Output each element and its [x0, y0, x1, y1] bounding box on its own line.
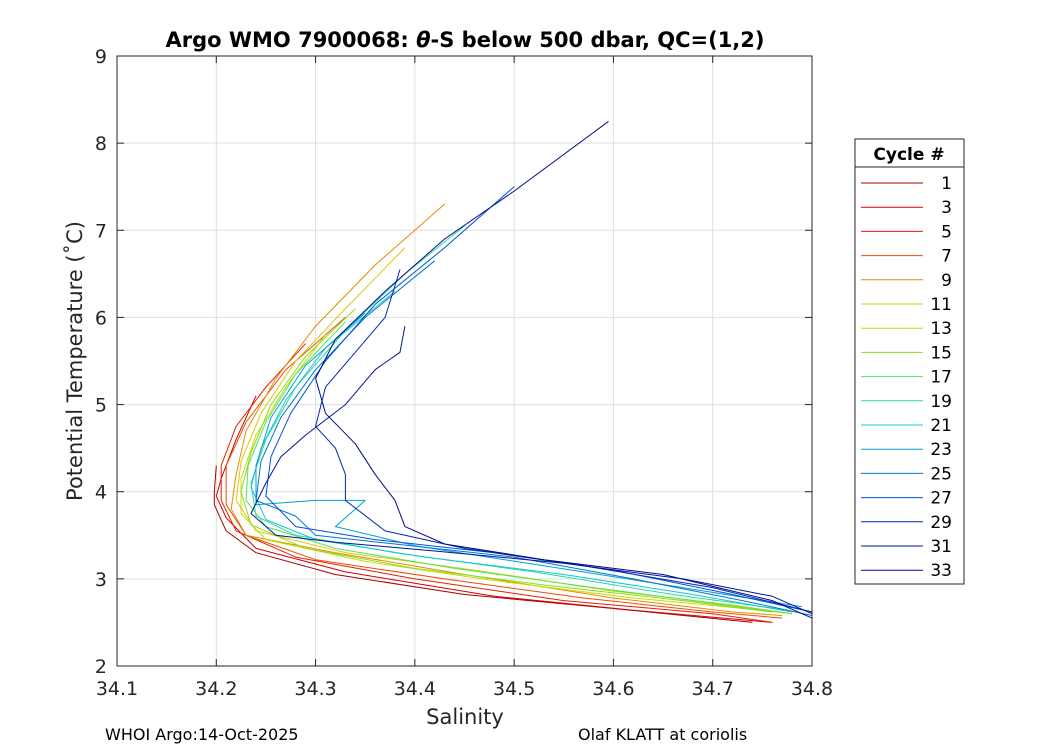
legend-label-cycle-15: 15: [930, 343, 952, 363]
x-tick-label: 34.6: [592, 678, 634, 700]
legend-label-cycle-21: 21: [930, 416, 952, 436]
y-tick-label: 3: [95, 569, 107, 591]
y-tick-label: 7: [95, 220, 107, 242]
legend-label-cycle-11: 11: [930, 295, 952, 315]
legend-label-cycle-31: 31: [930, 537, 952, 557]
series-layer: [213, 120, 813, 623]
series-line-cycle-31: [250, 326, 813, 615]
legend-label-cycle-33: 33: [930, 561, 952, 581]
legend-label-cycle-7: 7: [941, 247, 952, 267]
legend-label-cycle-13: 13: [930, 319, 952, 339]
legend-label-cycle-3: 3: [941, 198, 952, 218]
plot-area: [117, 56, 812, 666]
chart-title: Argo WMO 7900068: θ-S below 500 dbar, QC…: [165, 28, 764, 52]
x-tick-label: 34.3: [294, 678, 336, 700]
legend-label-cycle-9: 9: [941, 271, 952, 291]
series-line-cycle-25: [255, 260, 813, 616]
series-line-cycle-15: [240, 308, 773, 613]
tick-labels: 34.1 34.2 34.3 34.4 34.5 34.6 34.7 34.8 2 3 4 5 6 7 8 9: [95, 46, 833, 700]
x-axis-label: Salinity: [426, 705, 504, 729]
legend-label-cycle-1: 1: [941, 174, 952, 194]
series-line-cycle-11: [235, 247, 793, 615]
series-line-cycle-5: [220, 343, 773, 623]
series-line-cycle-1: [213, 465, 753, 623]
x-tick-label: 34.5: [493, 678, 535, 700]
x-tick-label: 34.7: [692, 678, 734, 700]
legend-label-cycle-29: 29: [930, 513, 952, 533]
x-tick-label: 34.4: [394, 678, 436, 700]
series-line-cycle-33: [315, 120, 813, 619]
legend-label-cycle-17: 17: [930, 368, 952, 388]
x-tick-label: 34.1: [96, 678, 138, 700]
y-tick-label: 6: [95, 307, 107, 329]
x-tick-label: 34.2: [195, 678, 237, 700]
x-tick-label: 34.8: [791, 678, 833, 700]
legend-box: [854, 138, 965, 585]
y-axis-label: Potential Temperature (˚C): [63, 221, 87, 501]
legend-title: Cycle #: [873, 145, 944, 165]
series-line-cycle-19: [250, 225, 783, 610]
legend-label-cycle-25: 25: [930, 464, 952, 484]
legend-label-cycle-19: 19: [930, 392, 952, 412]
y-tick-label: 9: [95, 46, 107, 68]
legend-label-cycle-5: 5: [941, 222, 952, 242]
y-tick-label: 2: [95, 656, 107, 678]
legend-label-cycle-27: 27: [930, 489, 952, 509]
series-line-cycle-23: [255, 312, 803, 608]
y-tick-label: 4: [95, 482, 107, 504]
series-line-cycle-21: [250, 290, 793, 613]
footer-credit: Olaf KLATT at coriolis: [578, 725, 748, 744]
y-tick-label: 8: [95, 133, 107, 155]
legend-label-cycle-23: 23: [930, 440, 952, 460]
series-line-cycle-13: [240, 334, 793, 615]
series-line-cycle-9: [230, 203, 783, 616]
axes-box: [116, 55, 813, 667]
y-tick-label: 5: [95, 395, 107, 417]
footer-source: WHOI Argo:14-Oct-2025: [105, 725, 299, 744]
tick-marks: [116, 55, 813, 667]
